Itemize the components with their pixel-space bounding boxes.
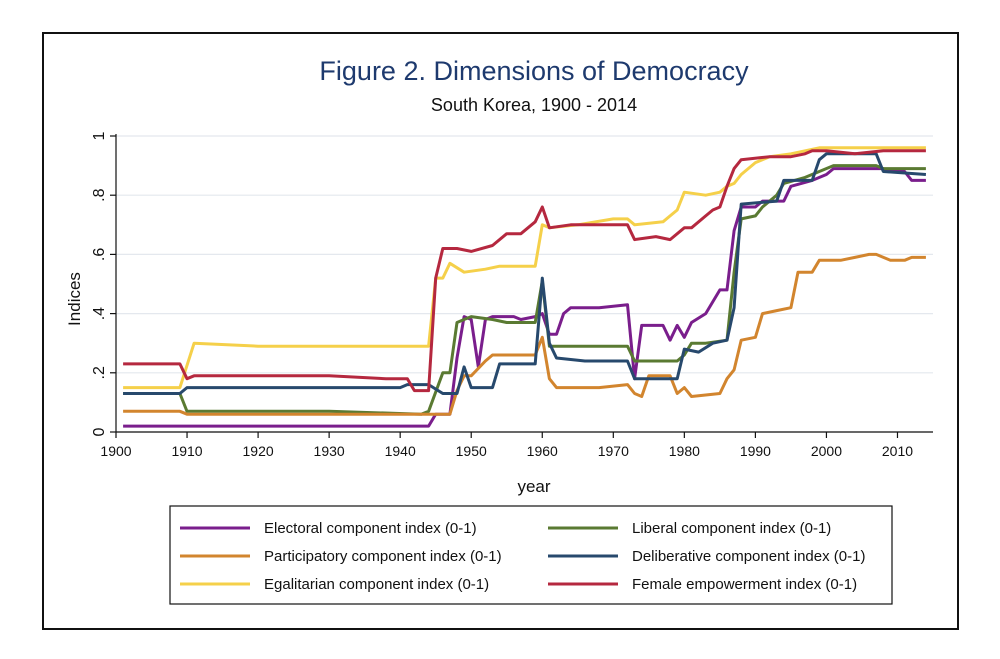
x-tick-label: 1920 (243, 443, 274, 459)
y-tick-label: 0 (91, 427, 108, 436)
chart-frame: Figure 2. Dimensions of Democracy South … (42, 32, 959, 630)
x-tick-label: 1970 (598, 443, 629, 459)
line-chart: Figure 2. Dimensions of Democracy South … (65, 56, 933, 605)
x-tick-label: 1960 (527, 443, 558, 459)
legend: Electoral component index (0-1) Liberal c… (169, 505, 893, 605)
x-tick-label: 1940 (385, 443, 416, 459)
x-tick-label: 1950 (456, 443, 487, 459)
chart-title: Figure 2. Dimensions of Democracy (319, 56, 749, 86)
x-tick-label: 1910 (171, 443, 202, 459)
series-line-3 (123, 252, 926, 416)
axes: 0 .2 .4 .6 .8 1 1900 1910 1920 1930 1940 1950 1960 19… (91, 131, 933, 459)
legend-label: Female empowerment index (0-1) (632, 576, 857, 593)
y-tick-label: .8 (91, 188, 108, 201)
legend-label: Liberal component index (0-1) (632, 520, 831, 537)
legend-label: Electoral component index (0-1) (264, 520, 477, 537)
x-tick-label: 1990 (740, 443, 771, 459)
series-line-1 (123, 167, 926, 428)
x-axis-label: year (517, 477, 550, 496)
x-tick-label: 2010 (882, 443, 913, 459)
legend-label: Participatory component index (0-1) (264, 548, 502, 565)
x-tick-label: 1900 (100, 443, 131, 459)
y-tick-label: .2 (91, 366, 108, 379)
legend-label: Egalitarian component index (0-1) (264, 576, 489, 593)
x-tick-label: 2000 (811, 443, 842, 459)
x-tick-label: 1930 (314, 443, 345, 459)
legend-label: Deliberative component index (0-1) (632, 548, 865, 565)
series-line-6 (123, 149, 926, 393)
y-tick-label: 1 (91, 131, 108, 140)
chart-subtitle: South Korea, 1900 - 2014 (431, 95, 637, 115)
legend-box (169, 505, 893, 605)
series-lines (123, 146, 927, 428)
y-tick-label: .6 (91, 248, 108, 261)
y-tick-label: .4 (91, 307, 108, 320)
y-axis-label: Indices (65, 272, 84, 326)
series-line-2 (123, 164, 926, 416)
x-tick-label: 1980 (669, 443, 700, 459)
